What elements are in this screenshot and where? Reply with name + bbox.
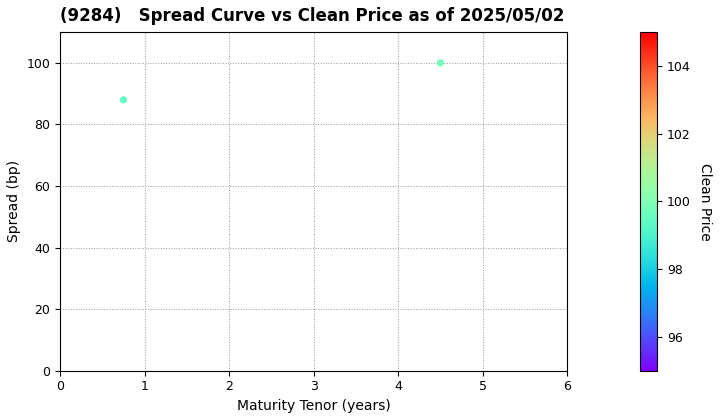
Y-axis label: Spread (bp): Spread (bp) <box>7 160 21 242</box>
Point <box>118 97 130 103</box>
X-axis label: Maturity Tenor (years): Maturity Tenor (years) <box>237 399 390 413</box>
Text: (9284)   Spread Curve vs Clean Price as of 2025/05/02: (9284) Spread Curve vs Clean Price as of… <box>60 7 564 25</box>
Point <box>435 60 446 66</box>
Y-axis label: Clean Price: Clean Price <box>698 163 711 240</box>
